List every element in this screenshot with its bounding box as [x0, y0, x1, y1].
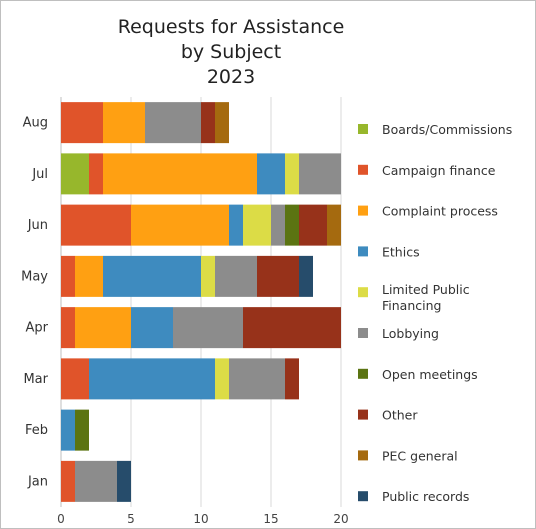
- legend-swatch-boards-commissions: [358, 124, 368, 134]
- legend-label-complaint-process: Complaint process: [382, 204, 498, 219]
- legend-swatch-other: [358, 409, 368, 420]
- bar-may-complaint-process: [75, 255, 103, 297]
- legend-swatch-pec-general: [358, 450, 368, 461]
- bar-jan-campaign-finance: [61, 460, 75, 502]
- chart-title-line-2: by Subject: [180, 41, 282, 63]
- bar-apr-complaint-process: [75, 307, 131, 349]
- category-label-apr: Apr: [26, 321, 49, 336]
- bar-jun-complaint-process: [131, 204, 229, 246]
- bar-aug-lobbying: [145, 102, 201, 144]
- chart-title-line-3: 2023: [206, 66, 256, 88]
- bar-jun-open-meetings: [285, 204, 299, 246]
- legend-swatch-campaign-finance: [358, 164, 368, 175]
- bar-mar-other: [285, 358, 299, 400]
- bar-feb-open-meetings: [75, 409, 89, 451]
- bar-segments: [61, 102, 341, 502]
- bar-apr-campaign-finance: [61, 307, 75, 349]
- legend-label-lobbying: Lobbying: [382, 326, 439, 341]
- x-tick-labels: 0 5 10 15 20: [57, 512, 348, 526]
- bar-jun-lobbying: [271, 204, 285, 246]
- bar-mar-ethics: [89, 358, 215, 400]
- category-label-aug: Aug: [23, 116, 48, 131]
- bar-feb-ethics: [61, 409, 75, 451]
- category-label-jan: Jan: [27, 474, 48, 489]
- x-tick-label-5: 5: [127, 512, 135, 526]
- legend-label-ethics: Ethics: [382, 244, 420, 259]
- x-tick-label-10: 10: [193, 512, 208, 526]
- bar-apr-other: [243, 307, 341, 349]
- legend-swatch-open-meetings: [358, 368, 368, 379]
- legend-swatch-public-records: [358, 491, 368, 502]
- bar-jul-limited-public-financing: [285, 153, 299, 195]
- legend-label-pec-general: PEC general: [382, 448, 458, 463]
- bar-jun-limited-public-financing: [243, 204, 271, 246]
- legend-label-boards-commissions: Boards/Commissions: [382, 122, 512, 137]
- legend: Boards/Commissions Campaign finance Compla…: [358, 122, 512, 504]
- legend-label-other: Other: [382, 408, 418, 423]
- bar-mar-limited-public-financing: [215, 358, 229, 400]
- bar-jul-boards-commissions: [61, 153, 89, 195]
- bar-may-public-records: [299, 255, 313, 297]
- x-tick-label-15: 15: [263, 512, 278, 526]
- legend-swatch-ethics: [358, 246, 368, 257]
- bar-jul-campaign-finance: [89, 153, 103, 195]
- bar-jun-ethics: [229, 204, 243, 246]
- bar-apr-lobbying: [173, 307, 243, 349]
- legend-label-limited-public-financing: Limited Public Financing: [382, 282, 470, 313]
- bar-mar-campaign-finance: [61, 358, 89, 400]
- bar-may-lobbying: [215, 255, 257, 297]
- bar-may-ethics: [103, 255, 201, 297]
- bar-aug-pec-general: [215, 102, 229, 144]
- bar-jan-public-records: [117, 460, 131, 502]
- bar-jun-campaign-finance: [61, 204, 131, 246]
- bar-apr-ethics: [131, 307, 173, 349]
- bar-jul-lobbying: [299, 153, 341, 195]
- bar-aug-complaint-process: [103, 102, 145, 144]
- legend-label-public-records: Public records: [382, 489, 469, 504]
- category-label-jul: Jul: [31, 167, 48, 182]
- bar-may-other: [257, 255, 299, 297]
- legend-label-campaign-finance: Campaign finance: [382, 163, 496, 178]
- bar-jun-other: [299, 204, 327, 246]
- category-label-mar: Mar: [23, 372, 48, 387]
- legend-label-open-meetings: Open meetings: [382, 367, 478, 382]
- x-tick-label-0: 0: [57, 512, 65, 526]
- category-label-jun: Jun: [27, 218, 48, 233]
- bar-jul-ethics: [257, 153, 285, 195]
- category-label-may: May: [21, 269, 48, 284]
- bar-aug-other: [201, 102, 215, 144]
- x-tick-label-20: 20: [333, 512, 348, 526]
- bar-aug-campaign-finance: [61, 102, 103, 144]
- chart-title-line-1: Requests for Assistance: [117, 16, 345, 38]
- chart-title: Requests for Assistance by Subject 2023: [1, 15, 461, 90]
- bar-jun-pec-general: [327, 204, 341, 246]
- legend-swatch-limited-public-financing: [358, 287, 368, 298]
- bar-mar-lobbying: [229, 358, 285, 400]
- bar-jan-lobbying: [75, 460, 117, 502]
- legend-swatch-complaint-process: [358, 205, 368, 216]
- category-labels: Aug Jul Jun May Apr Mar Feb Jan: [21, 116, 49, 490]
- bar-jul-complaint-process: [103, 153, 257, 195]
- bar-may-campaign-finance: [61, 255, 75, 297]
- legend-swatch-lobbying: [358, 328, 368, 338]
- bar-may-limited-public-financing: [201, 255, 215, 297]
- category-label-feb: Feb: [25, 423, 48, 438]
